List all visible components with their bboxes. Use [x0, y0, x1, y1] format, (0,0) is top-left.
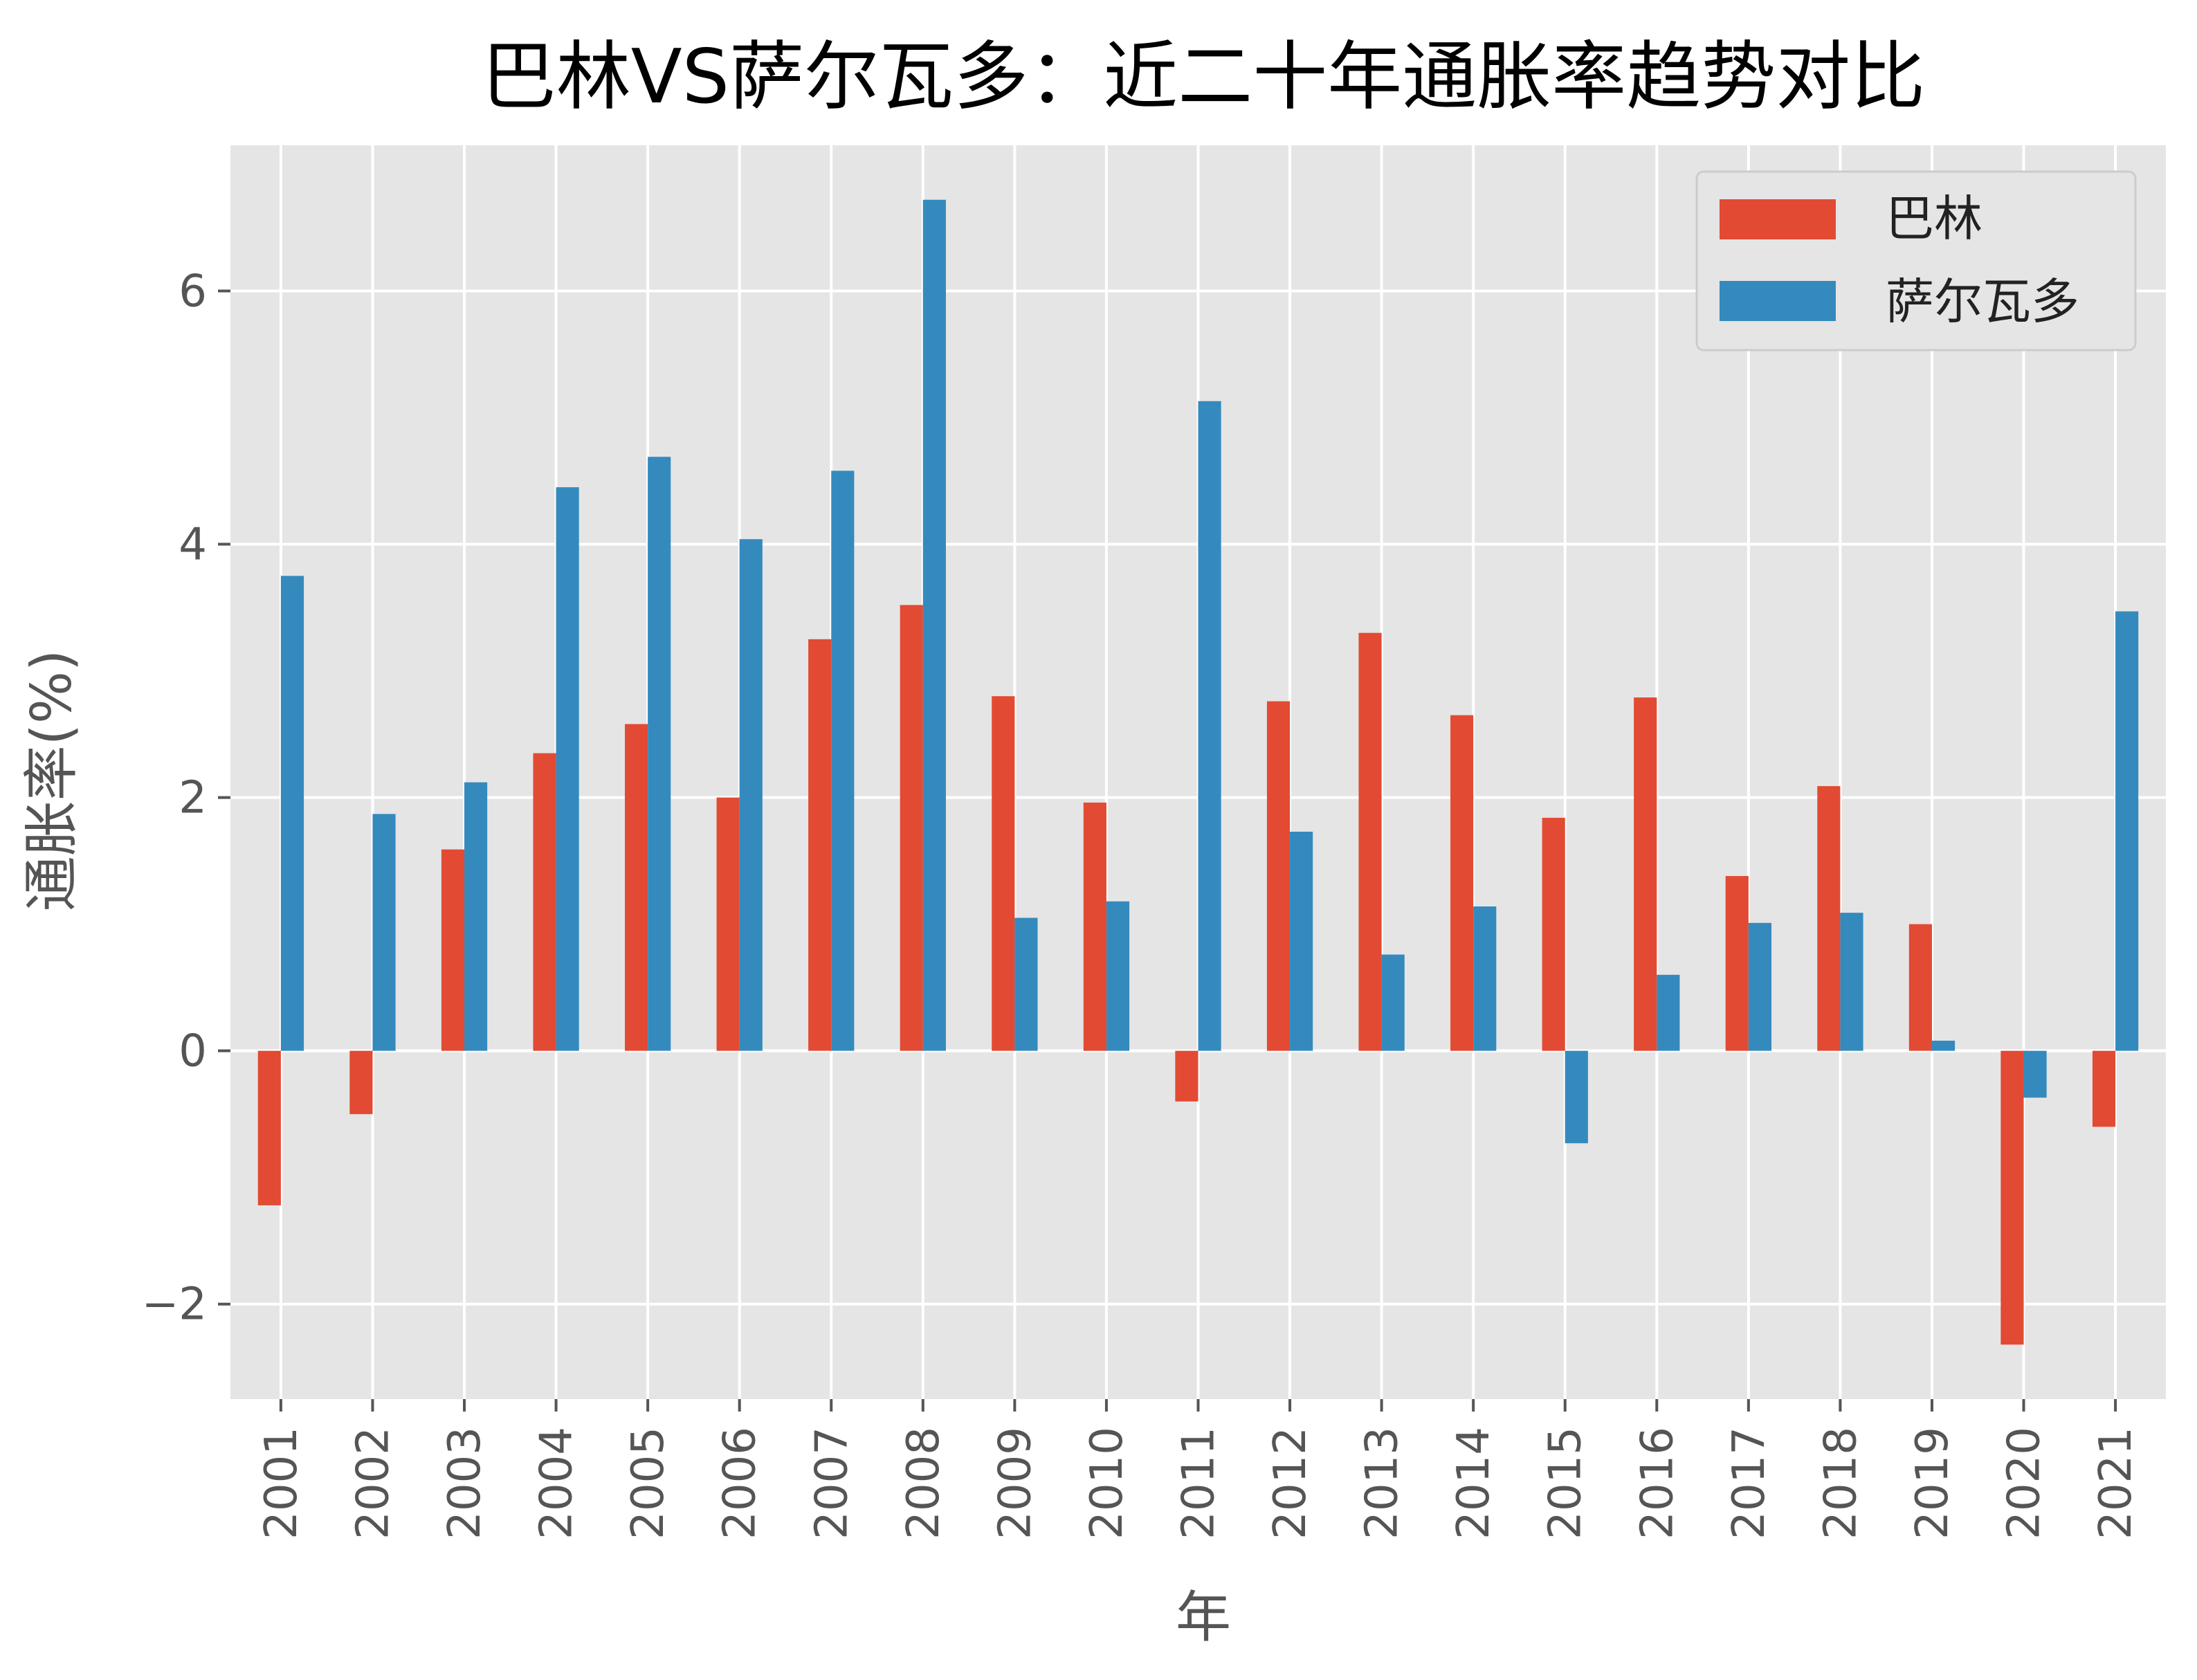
bar-bahrain-2020	[2000, 1050, 2024, 1345]
bar-bahrain-2009	[992, 696, 1015, 1051]
bar-bahrain-2014	[1450, 715, 1474, 1051]
y-tick-label: 4	[179, 520, 207, 571]
x-tick-label-2009: 2009	[990, 1427, 1041, 1540]
legend-label-el-salvador: 萨尔瓦多	[1886, 273, 2079, 330]
bar-bahrain-2012	[1266, 701, 1291, 1051]
x-tick-label-2016: 2016	[1632, 1427, 1683, 1540]
bar-bahrain-2019	[1908, 924, 1932, 1051]
x-tick-label-2002: 2002	[347, 1427, 399, 1540]
x-tick-label-2005: 2005	[623, 1427, 674, 1540]
chart-title: 巴林VS萨尔瓦多：近二十年通胀率趋势对比	[482, 34, 1925, 120]
x-tick-label-2007: 2007	[806, 1427, 857, 1540]
x-tick-label-2011: 2011	[1174, 1427, 1225, 1540]
x-tick-label-2004: 2004	[531, 1427, 583, 1540]
legend-swatch-el-salvador	[1720, 281, 1836, 321]
bar-bahrain-2007	[808, 639, 832, 1051]
bar-el-salvador-2003	[464, 782, 488, 1051]
bar-el-salvador-2002	[372, 814, 396, 1051]
bar-bahrain-2004	[533, 753, 556, 1051]
x-axis-ticks: 2001 2002 2003 2004 2005 2006 2007 2008 2009 2010…	[256, 1399, 2142, 1540]
legend: 巴林 萨尔瓦多	[1695, 170, 2137, 351]
bar-bahrain-2006	[716, 797, 740, 1051]
legend-swatch-bahrain	[1720, 199, 1836, 239]
x-tick-label-2013: 2013	[1357, 1427, 1408, 1540]
bar-el-salvador-2019	[1931, 1041, 1956, 1051]
y-tick-label: 0	[179, 1026, 207, 1077]
bar-bahrain-2013	[1358, 632, 1382, 1051]
legend-label-bahrain: 巴林	[1886, 190, 1982, 247]
bar-bahrain-2018	[1817, 786, 1841, 1051]
bar-el-salvador-2010	[1106, 901, 1130, 1051]
x-tick-label-2017: 2017	[1724, 1427, 1775, 1540]
x-tick-label-2021: 2021	[2090, 1427, 2142, 1540]
bars	[257, 199, 2139, 1345]
x-tick-label-2018: 2018	[1815, 1427, 1866, 1540]
bar-el-salvador-2017	[1748, 922, 1771, 1051]
bar-el-salvador-2012	[1290, 832, 1313, 1051]
bar-el-salvador-2009	[1014, 917, 1038, 1051]
bar-el-salvador-2011	[1198, 401, 1221, 1051]
bar-bahrain-2017	[1725, 876, 1749, 1051]
y-axis-label: 通胀率(%)	[19, 650, 84, 911]
x-tick-label-2019: 2019	[1907, 1427, 1958, 1540]
bar-el-salvador-2005	[648, 457, 671, 1051]
x-tick-label-2020: 2020	[1999, 1427, 2050, 1540]
bar-el-salvador-2007	[831, 471, 855, 1051]
bar-bahrain-2005	[625, 724, 648, 1051]
bar-el-salvador-2016	[1657, 974, 1680, 1051]
bar-el-salvador-2006	[739, 539, 763, 1051]
bar-el-salvador-2004	[556, 487, 579, 1051]
x-tick-label-2014: 2014	[1448, 1427, 1499, 1540]
x-tick-label-2008: 2008	[898, 1427, 949, 1540]
bar-bahrain-2011	[1175, 1050, 1198, 1102]
bar-el-salvador-2020	[2023, 1050, 2047, 1098]
x-tick-label-2001: 2001	[256, 1427, 307, 1540]
bar-el-salvador-2015	[1565, 1050, 1588, 1144]
x-tick-label-2003: 2003	[439, 1427, 491, 1540]
y-tick-label: −2	[142, 1279, 207, 1331]
x-axis-label: 年	[1176, 1585, 1231, 1650]
bar-el-salvador-2013	[1381, 954, 1405, 1051]
bar-bahrain-2010	[1083, 802, 1106, 1051]
x-tick-label-2010: 2010	[1082, 1427, 1133, 1540]
bar-bahrain-2001	[257, 1050, 281, 1205]
bar-bahrain-2016	[1634, 697, 1657, 1051]
bar-el-salvador-2021	[2115, 611, 2139, 1051]
y-axis-ticks: −2 0 2 4 6	[142, 266, 230, 1331]
x-tick-label-2006: 2006	[715, 1427, 766, 1540]
x-tick-label-2015: 2015	[1540, 1427, 1592, 1540]
x-tick-label-2012: 2012	[1265, 1427, 1316, 1540]
bar-el-salvador-2014	[1473, 906, 1497, 1051]
bar-el-salvador-2008	[922, 199, 946, 1051]
bar-el-salvador-2018	[1840, 913, 1863, 1051]
bar-el-salvador-2001	[280, 576, 304, 1051]
bar-bahrain-2002	[349, 1050, 373, 1115]
bar-bahrain-2021	[2092, 1050, 2116, 1127]
bar-bahrain-2015	[1542, 817, 1565, 1051]
y-tick-label: 2	[179, 773, 207, 824]
y-tick-label: 6	[179, 266, 207, 317]
bar-bahrain-2008	[900, 605, 923, 1051]
bar-bahrain-2003	[441, 849, 465, 1051]
